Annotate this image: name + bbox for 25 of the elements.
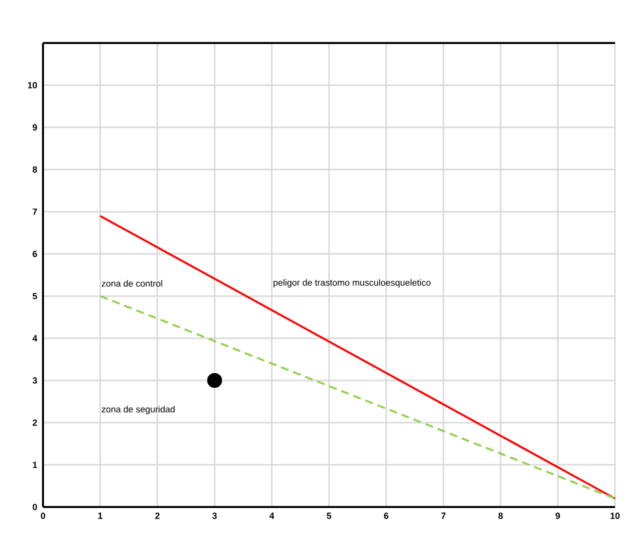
annotation: peligor de trastomo musculoesqueletico xyxy=(274,279,431,288)
y-tick-label: 6 xyxy=(32,250,38,258)
y-tick-label: 2 xyxy=(32,420,37,426)
y-tick-label: 4 xyxy=(32,335,38,342)
y-tick-label: 3 xyxy=(32,377,38,384)
y-tick-label: 1 xyxy=(32,462,38,468)
y-tick-label: 0 xyxy=(32,504,37,510)
x-tick-label: 5 xyxy=(326,512,332,519)
x-tick-label: 4 xyxy=(269,512,274,519)
y-tick-label: 5 xyxy=(32,292,38,300)
x-tick-label: 1 xyxy=(98,512,102,519)
x-tick-label: 9 xyxy=(556,512,560,519)
y-tick-label: 7 xyxy=(32,208,37,215)
y-tick-label: 10 xyxy=(28,82,37,88)
x-tick-label: 0 xyxy=(40,512,46,519)
annotation: zona de control xyxy=(102,280,162,287)
x-tick-label: 7 xyxy=(441,512,446,519)
x-tick-label: 3 xyxy=(212,512,217,519)
x-tick-label: 6 xyxy=(384,512,388,519)
annotation: zona de seguridad xyxy=(102,406,175,414)
y-tick-label: 8 xyxy=(32,166,38,173)
y-tick-label: 9 xyxy=(32,124,38,131)
x-tick-label: 2 xyxy=(155,512,160,519)
x-tick-label: 10 xyxy=(610,512,620,519)
x-tick-label: 8 xyxy=(498,512,503,519)
